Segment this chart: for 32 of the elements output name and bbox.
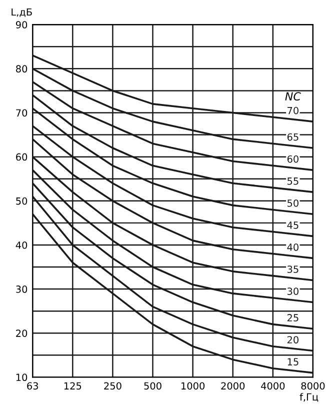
series-label: 65 xyxy=(287,133,298,141)
series-label: 15 xyxy=(288,358,298,366)
series-label: 30 xyxy=(287,288,298,295)
y-tick-label: 10 xyxy=(16,374,28,382)
legend-title: NC xyxy=(285,92,301,101)
series-label: 70 xyxy=(288,106,298,114)
x-tick-label: 63 xyxy=(27,382,38,390)
x-tick-label: 500 xyxy=(144,382,162,390)
x-tick-label: 4000 xyxy=(261,382,285,390)
x-tick-label: 8000 xyxy=(301,382,325,390)
y-tick-label: 20 xyxy=(16,330,28,337)
y-tick-label: 60 xyxy=(16,153,28,161)
x-tick-label: 250 xyxy=(104,382,122,390)
x-tick-label: 2000 xyxy=(221,382,245,390)
y-axis-title: L,дБ xyxy=(12,8,32,17)
y-tick-label: 40 xyxy=(16,241,28,249)
series-label: 45 xyxy=(287,222,298,229)
series-label: 55 xyxy=(288,178,298,185)
y-tick-label: 80 xyxy=(16,65,28,73)
series-label: 60 xyxy=(287,155,298,163)
series-label: 25 xyxy=(287,314,298,322)
y-tick-label: 70 xyxy=(16,109,28,117)
x-axis-title: f,Гц xyxy=(300,393,318,402)
series-label: 20 xyxy=(287,336,298,344)
series-label: 40 xyxy=(287,244,298,251)
y-tick-label: 30 xyxy=(16,286,28,293)
y-tick-label: 50 xyxy=(16,197,28,205)
x-tick-label: 1000 xyxy=(182,382,205,390)
series-label: 50 xyxy=(288,199,298,207)
series-label: 35 xyxy=(287,266,298,273)
x-tick-label: 125 xyxy=(64,382,82,390)
y-tick-label: 90 xyxy=(16,21,28,28)
